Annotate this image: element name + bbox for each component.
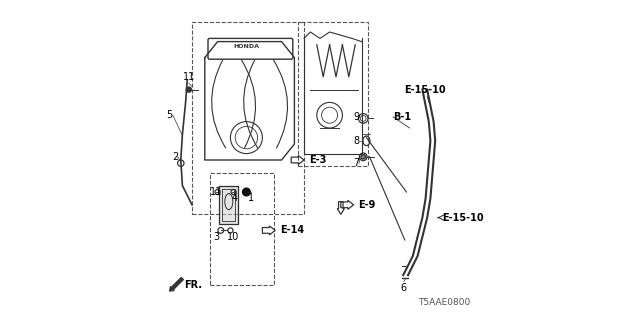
Text: 11: 11 [182, 72, 195, 82]
FancyArrow shape [170, 277, 184, 291]
Text: 1: 1 [248, 193, 253, 204]
Text: 2: 2 [172, 152, 178, 162]
Text: E-3: E-3 [308, 155, 326, 165]
Circle shape [243, 188, 250, 196]
Bar [210, 173, 274, 285]
Text: FR.: FR. [184, 280, 202, 290]
Text: 10: 10 [227, 232, 239, 242]
Polygon shape [219, 186, 239, 224]
Text: 3: 3 [213, 232, 219, 242]
Circle shape [361, 155, 365, 159]
Text: 9: 9 [353, 112, 360, 122]
Text: 11: 11 [210, 187, 222, 197]
Text: T5AAE0800: T5AAE0800 [418, 298, 470, 307]
Bar [298, 22, 368, 166]
Bar [192, 22, 304, 214]
Text: 5: 5 [166, 110, 173, 120]
Text: E-15-10: E-15-10 [404, 84, 446, 95]
Text: 6: 6 [401, 283, 407, 293]
Text: 4: 4 [232, 193, 237, 204]
Text: E-15-10: E-15-10 [442, 212, 484, 223]
Text: E-9: E-9 [358, 200, 376, 210]
Text: HONDA: HONDA [234, 44, 259, 49]
Circle shape [186, 87, 191, 92]
Text: 7: 7 [353, 158, 359, 168]
Text: B-1: B-1 [393, 112, 411, 122]
Text: 8: 8 [353, 136, 360, 146]
Text: E-14: E-14 [280, 225, 304, 236]
